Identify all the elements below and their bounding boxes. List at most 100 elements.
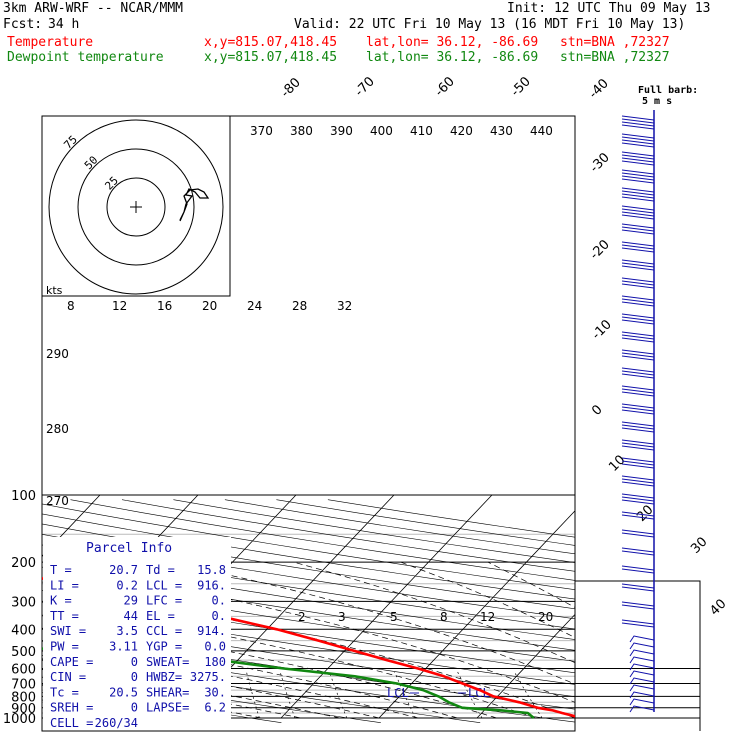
parcel-field-value: 0 bbox=[131, 655, 138, 669]
moist-adiabat bbox=[47, 561, 575, 703]
dry-adiabat bbox=[42, 590, 575, 674]
dewpoint-station: stn=BNA ,72327 bbox=[560, 50, 670, 65]
wind-barb bbox=[621, 388, 655, 394]
wind-barb bbox=[621, 496, 655, 502]
wind-barb bbox=[621, 514, 655, 520]
wind-barb bbox=[621, 403, 655, 409]
pressure-label: 1000 bbox=[3, 712, 36, 727]
dry-adiabat bbox=[42, 627, 575, 710]
hodograph-ring bbox=[48, 119, 224, 295]
pressure-label: 400 bbox=[11, 623, 36, 638]
valid-time: Valid: 22 UTC Fri 10 May 13 (16 MDT Fri … bbox=[294, 17, 686, 32]
parcel-field-value: 15.8 bbox=[197, 563, 226, 577]
dry-adiabat bbox=[42, 669, 381, 723]
hodograph-ring bbox=[106, 177, 166, 237]
theta-label: 430 bbox=[490, 124, 513, 138]
lcl-label: LCL bbox=[468, 686, 490, 700]
dry-adiabat bbox=[42, 523, 575, 610]
wind-barb bbox=[621, 133, 655, 139]
mixing-ratio-line bbox=[394, 671, 416, 719]
wind-barb bbox=[629, 663, 655, 671]
wind-barb bbox=[621, 259, 655, 265]
isotherm-label: -30 bbox=[587, 150, 613, 176]
parcel-field-value: 3275. bbox=[190, 670, 226, 684]
wind-barb bbox=[621, 460, 655, 466]
pressure-label: 200 bbox=[11, 556, 36, 571]
wind-barb bbox=[621, 265, 655, 271]
parcel-field-label: K = bbox=[50, 594, 72, 608]
barb-legend-units: 5 m s bbox=[642, 96, 672, 107]
wind-barb bbox=[621, 550, 655, 556]
wind-barb bbox=[621, 154, 655, 160]
moist-adiabat bbox=[170, 561, 575, 685]
dry-adiabat bbox=[42, 602, 575, 685]
mixing-ratio-line bbox=[329, 671, 348, 719]
wind-barb bbox=[621, 349, 655, 355]
wind-barb bbox=[621, 604, 655, 610]
parcel-field-label: LI = bbox=[50, 578, 79, 592]
parcel-field-value: 0 bbox=[131, 701, 138, 715]
hodograph-trace bbox=[179, 188, 210, 222]
parcel-field-label: LCL = bbox=[146, 578, 182, 592]
wind-barb bbox=[629, 649, 655, 657]
wind-barb bbox=[621, 283, 655, 289]
wind-barb bbox=[621, 463, 655, 469]
mixing-ratio-label: 5 bbox=[390, 610, 398, 624]
wind-barb bbox=[621, 457, 655, 463]
wind-barb bbox=[621, 370, 655, 376]
wind-barb bbox=[629, 677, 655, 685]
parcel-field-value: 6.2 bbox=[204, 701, 226, 715]
moist-adiabat bbox=[293, 561, 575, 664]
wind-barb bbox=[629, 635, 655, 643]
dry-adiabat bbox=[42, 513, 575, 600]
wind-barb bbox=[621, 196, 655, 202]
wind-barb bbox=[621, 622, 655, 628]
wind-barb bbox=[621, 223, 655, 229]
hodograph-speed-label: 24 bbox=[247, 299, 262, 313]
mixing-ratio-label: 12 bbox=[480, 610, 495, 624]
parcel-field-value: 0 bbox=[131, 670, 138, 684]
wind-barb bbox=[621, 208, 655, 214]
dry-adiabat bbox=[173, 499, 575, 563]
isotherm-label: -70 bbox=[352, 74, 378, 100]
parcel-field-value: 44 bbox=[124, 609, 138, 623]
parcel-field-value: 916. bbox=[197, 578, 226, 592]
barb-legend-title: Full barb: bbox=[638, 85, 698, 96]
temperature-profile bbox=[42, 576, 575, 718]
isotherm-label: -40 bbox=[586, 76, 612, 102]
wind-barb bbox=[621, 118, 655, 124]
wind-barb bbox=[621, 475, 655, 481]
wind-barb bbox=[629, 691, 655, 699]
dry-adiabat bbox=[42, 544, 575, 630]
wind-barb bbox=[621, 385, 655, 391]
wind-barb bbox=[621, 421, 655, 427]
model-title: 3km ARW-WRF -- NCAR/MMM bbox=[3, 1, 184, 16]
wind-barb bbox=[621, 499, 655, 505]
mixing-ratio-line bbox=[246, 671, 260, 719]
parcel-field-label: HWBZ= bbox=[146, 670, 182, 684]
parcel-field-value: 0. bbox=[212, 609, 226, 623]
theta-label: 370 bbox=[250, 124, 273, 138]
wind-barb bbox=[621, 424, 655, 430]
parcel-field-value: 0. bbox=[212, 594, 226, 608]
wind-barb bbox=[621, 313, 655, 319]
hodograph-ring bbox=[77, 148, 195, 266]
isotherm-label: 0 bbox=[589, 402, 605, 418]
hodograph-speed-label: 32 bbox=[337, 299, 352, 313]
wind-barb bbox=[621, 427, 655, 433]
parcel-field-value: 0.2 bbox=[116, 578, 138, 592]
lcl-label: LCL bbox=[387, 686, 409, 700]
theta-label: 400 bbox=[370, 124, 393, 138]
wind-barb bbox=[621, 229, 655, 235]
wind-barb bbox=[621, 445, 655, 451]
wind-barb bbox=[621, 211, 655, 217]
parcel-field-label: YGP = bbox=[146, 640, 182, 654]
init-time: Init: 12 UTC Thu 09 May 13 bbox=[507, 1, 711, 16]
wind-barb bbox=[621, 139, 655, 145]
dry-adiabat bbox=[42, 534, 575, 620]
wind-barb bbox=[621, 262, 655, 268]
parcel-field-value: 260/34 bbox=[95, 716, 138, 730]
wind-barb bbox=[621, 175, 655, 181]
wind-barb bbox=[621, 355, 655, 361]
wind-barb bbox=[621, 301, 655, 307]
